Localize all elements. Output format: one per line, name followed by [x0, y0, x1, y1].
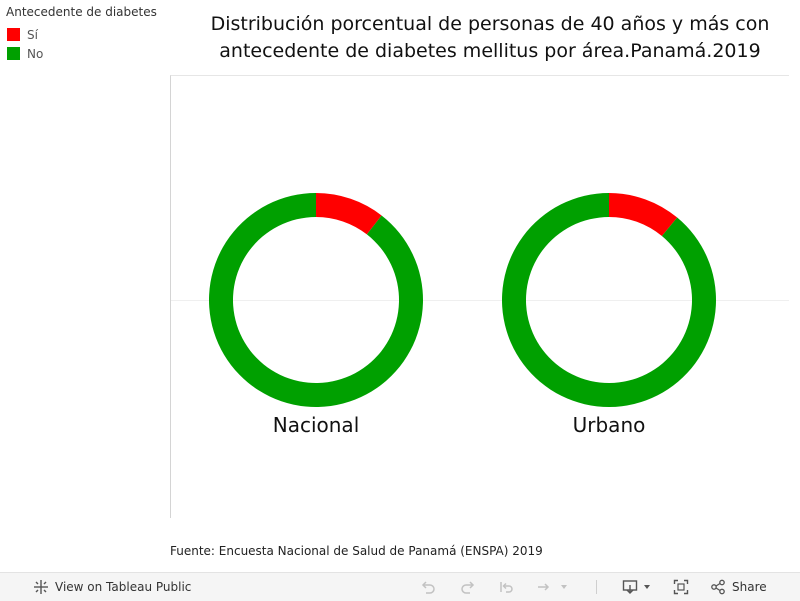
legend-title: Antecedente de diabetes	[6, 5, 157, 19]
toolbar: View on Tableau Public	[0, 572, 800, 601]
donut-slice-nacional-no[interactable]	[209, 193, 423, 407]
fullscreen-button[interactable]	[673, 573, 689, 601]
chevron-down-icon	[644, 585, 650, 589]
panel-label-nacional: Nacional	[273, 413, 360, 437]
download-button[interactable]	[622, 573, 652, 601]
legend-swatch-si	[7, 28, 20, 41]
refresh-icon	[538, 583, 550, 591]
chevron-down-icon	[561, 585, 567, 589]
undo-button[interactable]	[420, 573, 436, 601]
view-on-tableau-label: View on Tableau Public	[55, 580, 192, 594]
source-note: Fuente: Encuesta Nacional de Salud de Pa…	[170, 544, 543, 558]
toolbar-divider	[596, 580, 597, 594]
revert-icon	[500, 582, 513, 593]
legend-swatch-no	[7, 47, 20, 60]
refresh-button[interactable]	[535, 573, 569, 601]
fullscreen-icon	[673, 579, 689, 595]
donut-slice-urbano-si[interactable]	[609, 193, 678, 237]
panel-label-urbano: Urbano	[573, 413, 646, 437]
share-button[interactable]: Share	[710, 573, 767, 601]
view-on-tableau-button[interactable]: View on Tableau Public	[33, 573, 191, 601]
legend-item-no[interactable]: No	[6, 44, 157, 63]
chart-title: Distribución porcentual de personas de 4…	[210, 13, 770, 62]
legend-item-si[interactable]: Sí	[6, 25, 157, 44]
download-icon	[622, 580, 638, 594]
share-label: Share	[732, 580, 767, 594]
legend: Antecedente de diabetes Sí No	[6, 5, 157, 63]
redo-icon	[461, 581, 475, 594]
donut-slice-nacional-si[interactable]	[316, 193, 382, 235]
plot-area: Nacional Urbano	[170, 75, 789, 518]
undo-icon	[421, 581, 435, 594]
share-icon	[711, 579, 725, 595]
donut-slice-urbano-no[interactable]	[501, 193, 716, 407]
legend-label-no: No	[27, 46, 44, 61]
revert-button[interactable]	[498, 573, 514, 601]
legend-label-si: Sí	[27, 27, 38, 42]
center-gridline	[171, 300, 789, 301]
tableau-logo-icon	[34, 580, 48, 594]
redo-button[interactable]	[460, 573, 476, 601]
donut-charts: Nacional Urbano	[209, 193, 716, 437]
